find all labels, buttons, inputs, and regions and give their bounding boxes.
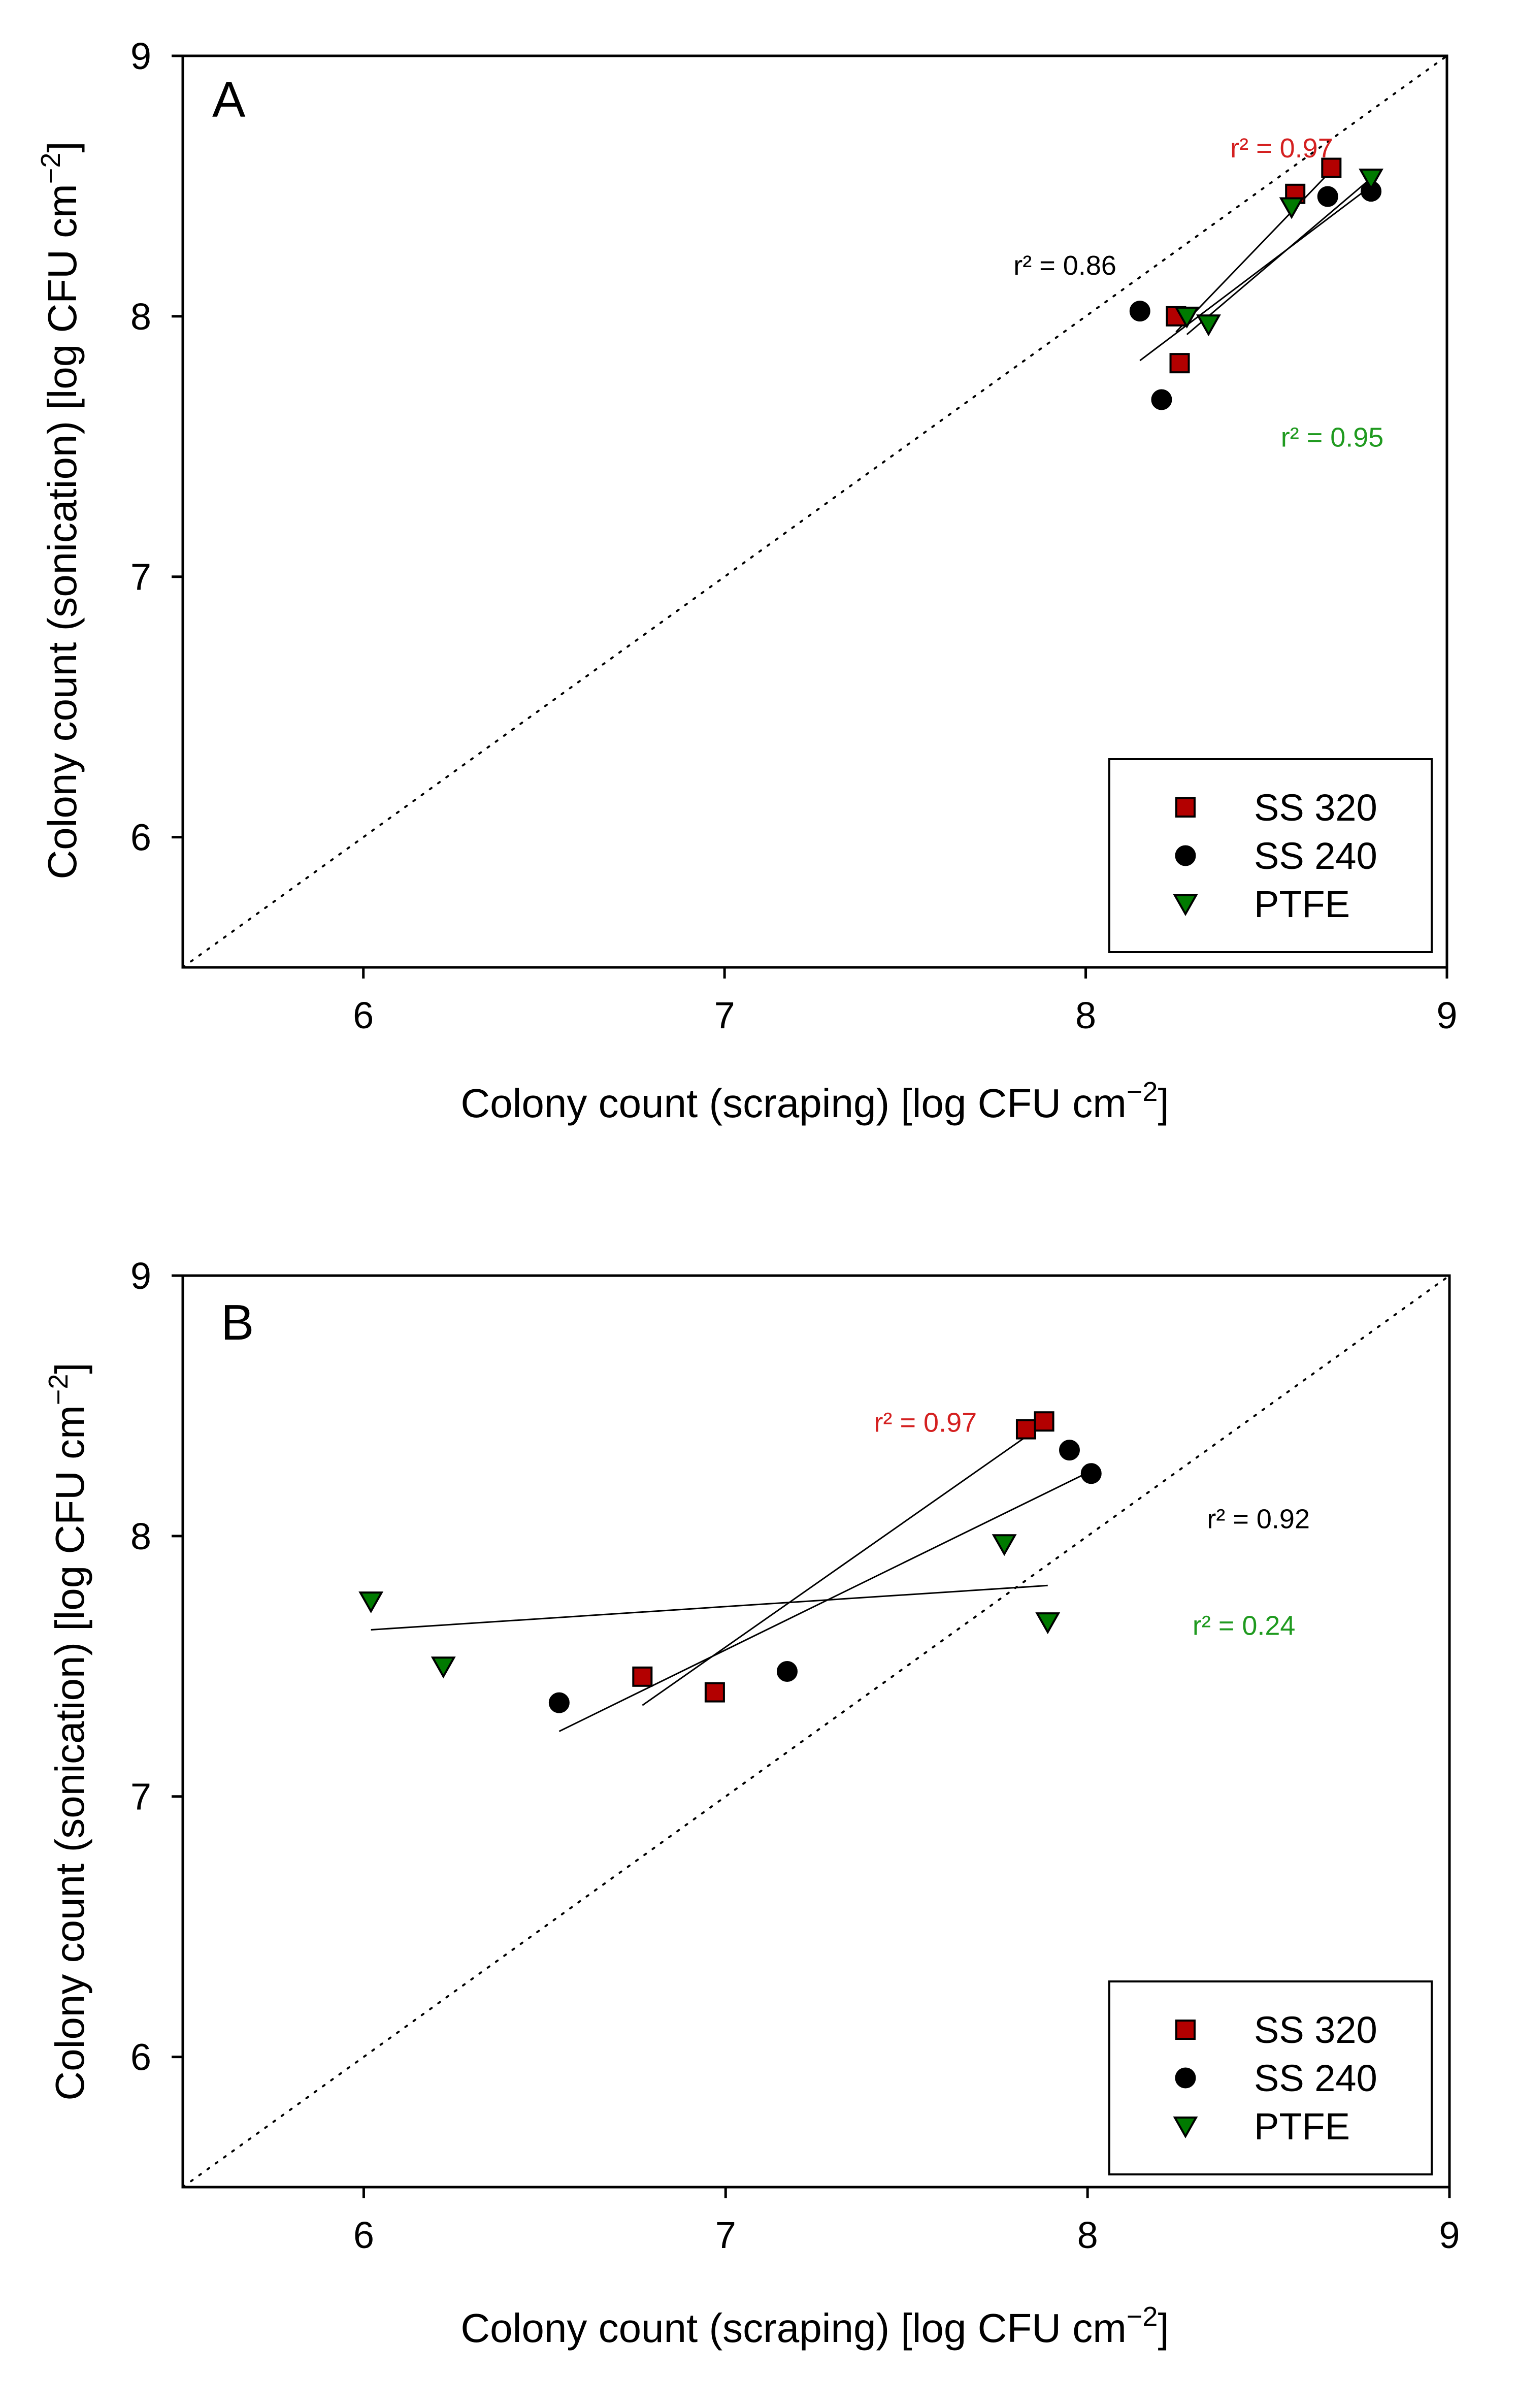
identity-line: [182, 1275, 1450, 2188]
fit-line: [371, 1584, 1048, 1631]
fit-line: [558, 1470, 1092, 1732]
tick-labels: 6 7 8 9 6 7 8 9: [130, 1255, 1460, 2256]
y-tick-label: 7: [130, 556, 151, 598]
data-point: [1035, 1612, 1061, 1635]
data-point: [1169, 353, 1190, 374]
legend-label: SS 320: [1254, 787, 1377, 829]
data-point: [1196, 314, 1221, 337]
r2-label: r² = 0.92: [1207, 1504, 1310, 1534]
data-point: [704, 1682, 725, 1703]
plot-area-frame: [181, 1274, 1451, 2189]
y-axis-label: Colony count (sonication) [log CFU cm−2]: [43, 1362, 92, 2100]
panel-label: A: [212, 72, 246, 127]
regression-lines: [371, 1423, 1092, 1732]
y-tick-label: 6: [130, 817, 151, 859]
data-point: [632, 1666, 653, 1687]
y-tick-label: 9: [130, 1255, 151, 1297]
x-tick-label: 7: [714, 994, 735, 1036]
data-point: [1059, 1440, 1080, 1461]
legend-box: [1108, 758, 1433, 953]
x-tick-label: 7: [715, 2214, 736, 2256]
data-point: [1015, 1419, 1036, 1440]
legend-marker: [1173, 2117, 1198, 2139]
r2-annotations: r² = 0.97 r² = 0.92 r² = 0.24: [874, 1408, 1310, 1641]
y-tick-label: 6: [130, 2036, 151, 2078]
legend-label: SS 240: [1254, 2057, 1377, 2099]
fit-line: [1186, 177, 1372, 335]
r2-label: r² = 0.86: [1013, 250, 1116, 281]
plot-area-frame: [181, 54, 1448, 969]
data-point: [1151, 389, 1172, 410]
legend-label: PTFE: [1254, 883, 1350, 925]
r2-label: r² = 0.97: [1230, 133, 1333, 164]
data-point: [992, 1534, 1017, 1556]
legend-box: [1108, 1980, 1433, 2175]
legend: SS 320 SS 240 PTFE: [1108, 758, 1433, 953]
x-axis-label: Colony count (scraping) [log CFU cm−2]: [460, 1077, 1169, 1126]
legend-label: PTFE: [1254, 2105, 1350, 2147]
data-point: [548, 1692, 570, 1713]
x-tick-label: 9: [1436, 994, 1457, 1036]
x-tick-label: 6: [353, 2214, 374, 2256]
legend-label: SS 320: [1254, 2009, 1377, 2051]
data-point: [1174, 306, 1200, 329]
data-point: [1359, 169, 1384, 191]
y-tick-label: 8: [130, 296, 151, 338]
r2-label: r² = 0.95: [1281, 422, 1384, 452]
panel-b-chart: r² = 0.97 r² = 0.92 r² = 0.24 B SS 320 SS 2…: [43, 1255, 1460, 2351]
tick-marks: [172, 54, 1448, 979]
x-tick-label: 6: [353, 994, 374, 1036]
data-points: [358, 1411, 1102, 1713]
y-tick-label: 9: [130, 35, 151, 77]
data-point: [776, 1661, 798, 1682]
legend-marker: [1175, 2020, 1196, 2040]
x-tick-label: 8: [1075, 994, 1096, 1036]
fit-line: [1139, 185, 1372, 362]
legend-marker: [1175, 2067, 1196, 2089]
r2-label: r² = 0.97: [874, 1408, 977, 1438]
tick-marks: [172, 1274, 1451, 2198]
data-point: [1129, 301, 1150, 322]
data-point: [431, 1656, 456, 1679]
r2-label: r² = 0.24: [1193, 1611, 1296, 1641]
legend: SS 320 SS 240 PTFE: [1108, 1980, 1433, 2175]
panel-label: B: [221, 1294, 254, 1350]
data-point: [1321, 157, 1342, 178]
legend-marker: [1173, 894, 1198, 917]
panel-a-chart: r² = 0.97 r² = 0.86 r² = 0.95 A SS 320 SS 2…: [36, 35, 1458, 1126]
x-tick-label: 8: [1077, 2214, 1098, 2256]
legend-label: SS 240: [1254, 835, 1377, 877]
fit-line: [1175, 170, 1332, 333]
data-point: [1034, 1411, 1054, 1432]
y-tick-label: 7: [130, 1776, 151, 1818]
y-tick-label: 8: [130, 1515, 151, 1557]
x-tick-label: 9: [1439, 2214, 1460, 2256]
data-point: [1080, 1463, 1102, 1484]
data-point: [1317, 186, 1338, 207]
x-axis-label: Colony count (scraping) [log CFU cm−2]: [460, 2301, 1169, 2351]
data-points: [1129, 157, 1384, 410]
data-point: [1279, 197, 1304, 219]
r2-annotations: r² = 0.97 r² = 0.86 r² = 0.95: [1013, 133, 1383, 452]
data-point: [358, 1591, 384, 1614]
regression-lines: [1139, 170, 1372, 362]
y-axis-label: Colony count (sonication) [log CFU cm−2]: [36, 141, 85, 879]
tick-labels: 6 7 8 9 6 7 8 9: [130, 35, 1458, 1036]
legend-marker: [1175, 845, 1196, 866]
fit-line: [642, 1423, 1045, 1706]
legend-marker: [1175, 797, 1196, 818]
